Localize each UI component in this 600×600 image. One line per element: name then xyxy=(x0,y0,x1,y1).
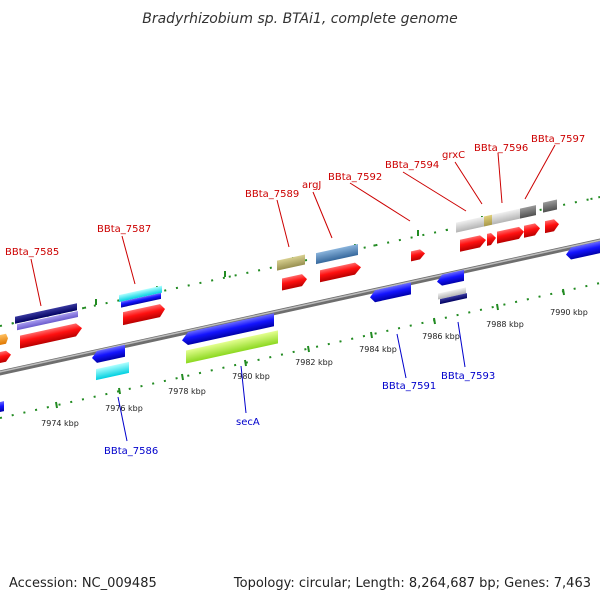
gene-box-dark xyxy=(543,199,557,213)
gene-arrow-red xyxy=(0,350,11,364)
gene-box-olive xyxy=(484,214,492,227)
gene-label: BBta_7593 xyxy=(441,371,495,382)
gene-label: BBta_7591 xyxy=(382,381,436,392)
gene-box-purple xyxy=(17,310,78,331)
accession-text: Accession: NC_009485 xyxy=(9,576,157,591)
gene-label: BBta_7594 xyxy=(385,160,439,171)
gene-arrow-blue xyxy=(0,401,4,413)
gene-arrow-red xyxy=(545,219,559,234)
kbp-label: 7976 kbp xyxy=(105,404,143,413)
gene-box-steelblue xyxy=(316,243,358,265)
kbp-label: 7990 kbp xyxy=(550,308,588,317)
gene-arrow-red xyxy=(411,249,425,262)
reverse-label-leaders xyxy=(117,321,466,442)
reverse-track-ticks xyxy=(55,288,565,409)
kbp-labels: 7974 kbp 7976 kbp 7978 kbp 7980 kbp 7982… xyxy=(41,308,588,428)
gene-box-lime xyxy=(186,330,278,364)
kbp-label: 7988 kbp xyxy=(486,320,524,329)
gene-arrow-red xyxy=(20,323,82,349)
gene-box-khaki xyxy=(277,254,305,271)
gene-label: BBta_7589 xyxy=(245,189,299,200)
gene-arrow-blue xyxy=(437,269,464,286)
gene-arrow-red xyxy=(320,262,361,283)
kbp-label: 7974 kbp xyxy=(41,419,79,428)
kbp-label: 7978 kbp xyxy=(168,387,206,396)
gene-arrow-red xyxy=(497,226,524,244)
kbp-label: 7980 kbp xyxy=(232,372,270,381)
gene-box-blue xyxy=(121,292,161,308)
kbp-label: 7986 kbp xyxy=(422,332,460,341)
gene-box-navy xyxy=(15,303,77,324)
gene-label: BBta_7597 xyxy=(531,134,585,145)
gene-arrow-red xyxy=(282,274,307,291)
gene-arrow-blue xyxy=(566,241,600,260)
forward-gene-labels: BBta_7585 BBta_7587 BBta_7589 argJ BBta_… xyxy=(5,134,585,258)
gene-arrow-blue xyxy=(370,282,411,303)
reverse-gene-labels: BBta_7586 secA BBta_7591 BBta_7593 xyxy=(104,371,495,457)
gene-box-navy xyxy=(440,293,467,305)
reverse-track-dots xyxy=(0,282,600,419)
gene-arrow-orange xyxy=(0,333,8,346)
gene-arrow-blue xyxy=(182,313,274,346)
kbp-label: 7982 kbp xyxy=(295,358,333,367)
gene-label: BBta_7592 xyxy=(328,172,382,183)
gene-label: BBta_7587 xyxy=(97,224,151,235)
gene-label: secA xyxy=(236,417,260,428)
forward-label-leaders xyxy=(30,144,556,307)
map-title: Bradyrhizobium sp. BTAi1, complete genom… xyxy=(142,11,458,27)
gene-label: grxC xyxy=(442,150,465,161)
gene-arrow-red xyxy=(123,304,165,326)
gene-box-light xyxy=(492,208,520,225)
gene-label: BBta_7586 xyxy=(104,446,158,457)
genome-backbone-highlight xyxy=(0,239,600,373)
gene-arrow-red xyxy=(460,235,486,252)
gene-arrow-red xyxy=(524,223,540,238)
gene-arrow-red xyxy=(487,232,496,246)
gene-label: BBta_7596 xyxy=(474,143,528,154)
kbp-label: 7984 kbp xyxy=(359,345,397,354)
gene-box-cyan xyxy=(119,285,162,303)
topology-text: Topology: circular; Length: 8,264,687 bp… xyxy=(233,576,591,591)
gene-box-light xyxy=(438,287,466,300)
gene-box-light xyxy=(456,216,484,233)
gene-box-cyan xyxy=(96,361,129,381)
gene-label: argJ xyxy=(302,180,321,191)
gene-box-dark xyxy=(520,205,536,219)
gene-arrow-blue xyxy=(92,344,125,363)
reverse-genes xyxy=(0,241,600,413)
gene-label: BBta_7585 xyxy=(5,247,59,258)
forward-genes xyxy=(0,199,559,364)
